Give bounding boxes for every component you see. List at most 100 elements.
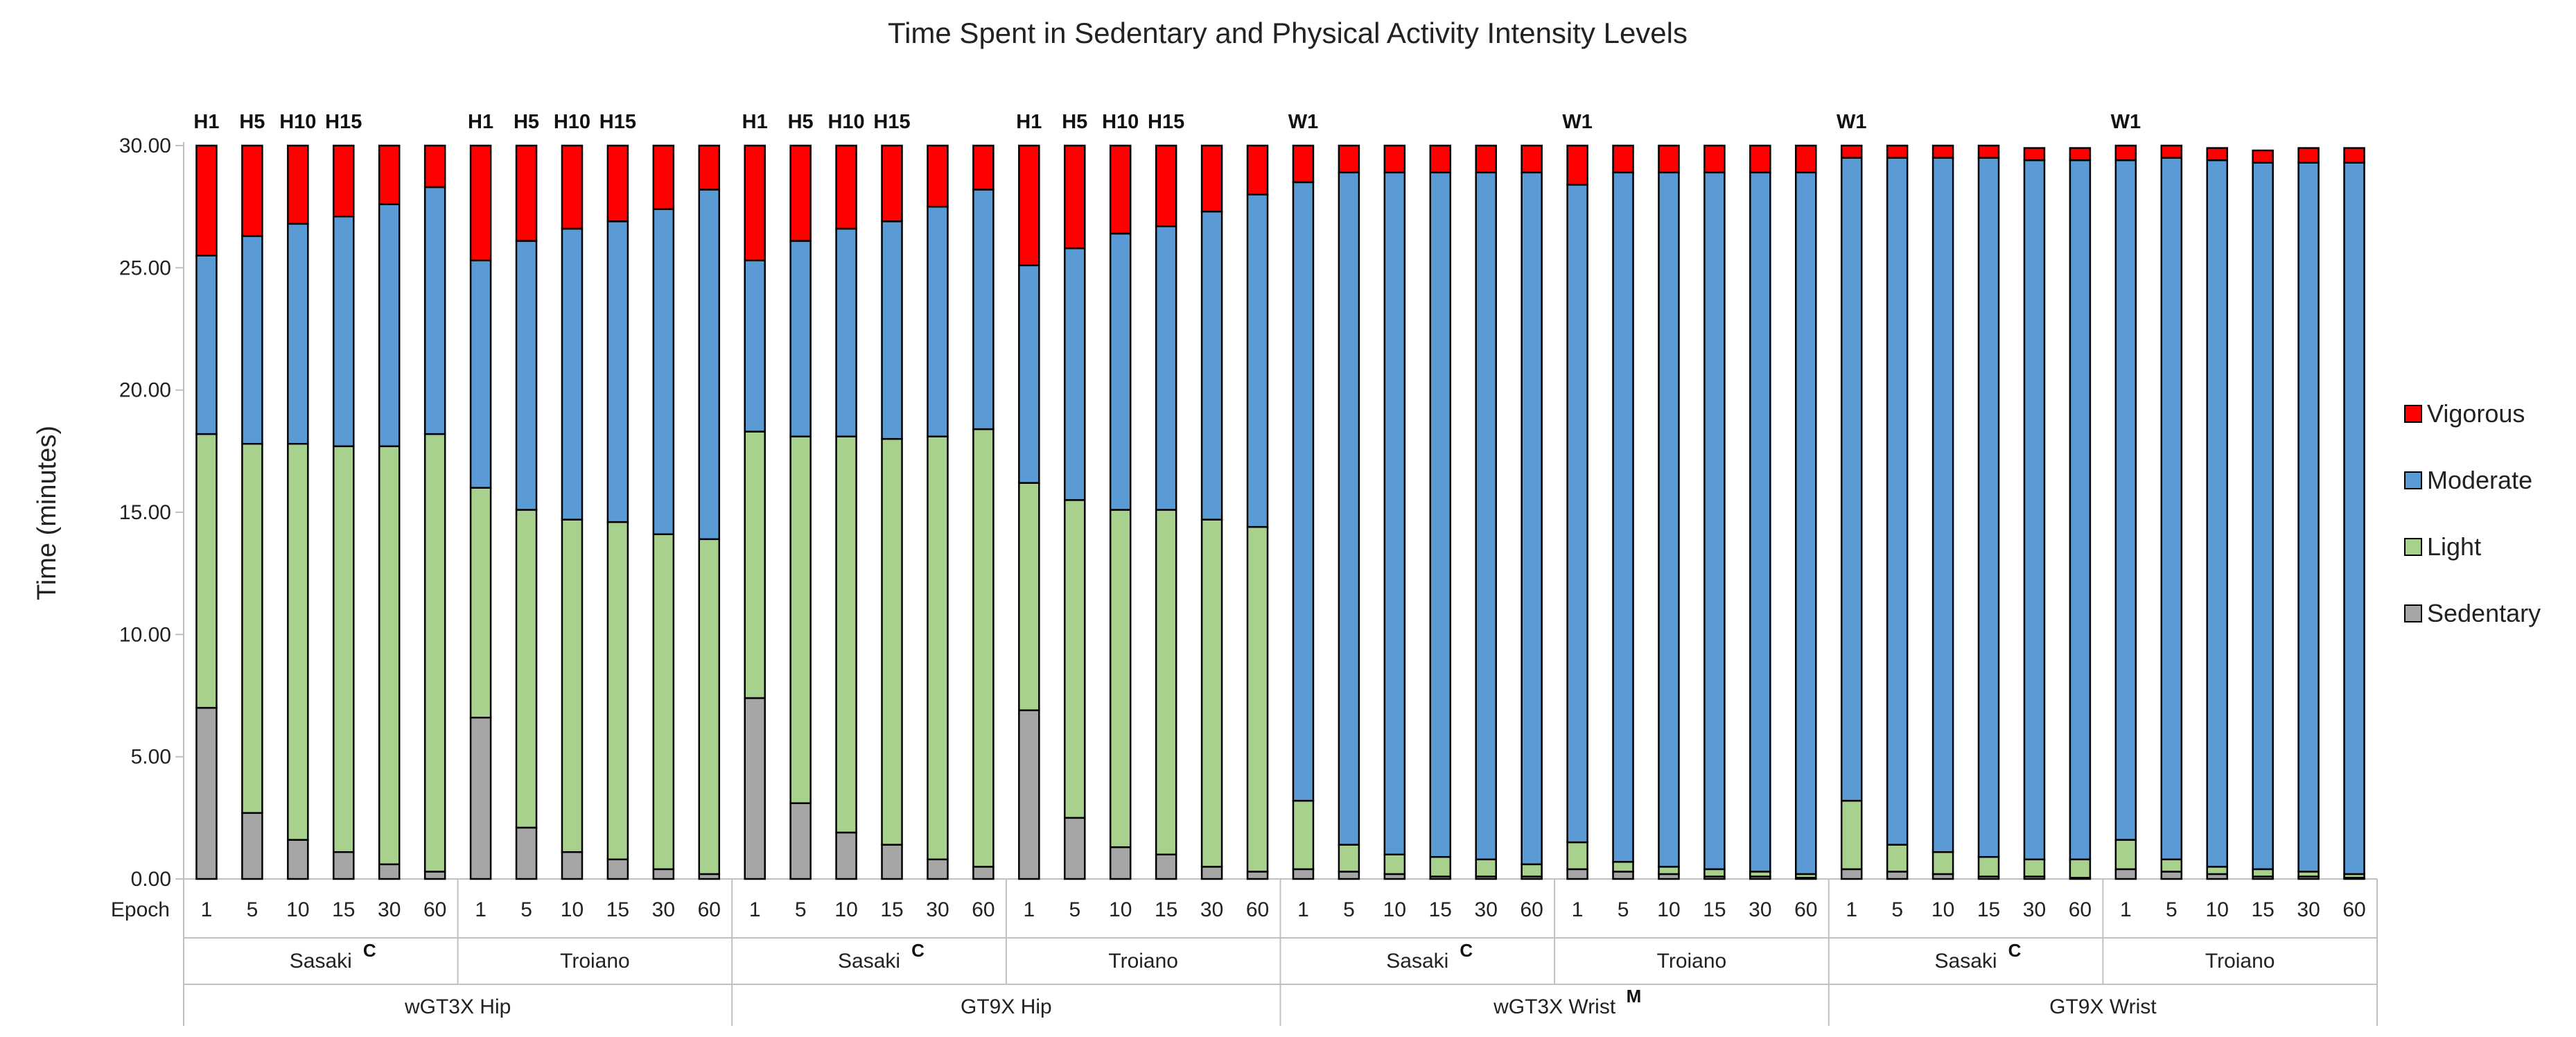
epoch-tick-label: 15 bbox=[332, 898, 355, 921]
epoch-tick-label: 30 bbox=[378, 898, 401, 921]
epoch-tick-label: 60 bbox=[972, 898, 995, 921]
bar-moderate-segment bbox=[287, 223, 309, 445]
bar-moderate-segment bbox=[1475, 171, 1497, 861]
bar-vigorous-segment bbox=[835, 144, 857, 230]
bar-moderate-segment bbox=[1658, 171, 1680, 868]
bar-moderate-segment bbox=[1886, 157, 1909, 846]
bar-top-label: H1 bbox=[742, 111, 768, 133]
bar-light-segment bbox=[606, 521, 629, 861]
bar-vigorous-segment bbox=[1795, 144, 1817, 174]
bar-moderate-segment bbox=[1064, 247, 1086, 501]
bar-vigorous-segment bbox=[423, 144, 446, 189]
bar-moderate-segment bbox=[1155, 225, 1177, 511]
bar-moderate-segment bbox=[972, 189, 995, 430]
bar-sedentary-segment bbox=[195, 706, 218, 880]
legend-swatch-moderate bbox=[2404, 471, 2422, 489]
bar-sedentary-segment bbox=[561, 851, 584, 880]
epoch-tick-label: 15 bbox=[606, 898, 629, 921]
y-tick-label: 25.00 bbox=[119, 256, 171, 279]
epoch-tick-label: 10 bbox=[834, 898, 857, 921]
bar-top-label: H1 bbox=[468, 111, 493, 133]
bar-light-segment bbox=[1521, 863, 1543, 878]
bar-moderate-segment bbox=[423, 186, 446, 435]
epoch-tick-label: 15 bbox=[880, 898, 903, 921]
epoch-tick-label: 1 bbox=[2120, 898, 2132, 921]
bar-vigorous-segment bbox=[2297, 147, 2320, 164]
epoch-tick-label: 1 bbox=[1024, 898, 1035, 921]
epoch-tick-label: 10 bbox=[1931, 898, 1954, 921]
bar-moderate-segment bbox=[1018, 264, 1040, 484]
bar-top-label: H10 bbox=[1102, 111, 1139, 133]
bar-light-segment bbox=[469, 487, 492, 719]
bar-vigorous-segment bbox=[1931, 144, 1954, 159]
bar-vigorous-segment bbox=[333, 144, 355, 218]
bar-moderate-segment bbox=[1931, 157, 1954, 853]
bar-light-segment bbox=[2206, 866, 2228, 875]
epoch-tick-label: 60 bbox=[2342, 898, 2365, 921]
bar-sedentary-segment bbox=[287, 839, 309, 880]
bars bbox=[195, 144, 2365, 880]
bar-moderate-segment bbox=[1749, 171, 1771, 873]
bar-vigorous-segment bbox=[927, 144, 949, 208]
bar-moderate-segment bbox=[927, 205, 949, 437]
epoch-tick-label: 10 bbox=[286, 898, 309, 921]
bar-vigorous-segment bbox=[1566, 144, 1588, 186]
bar-vigorous-segment bbox=[652, 144, 675, 210]
bar-light-segment bbox=[1018, 482, 1040, 711]
epoch-tick-label: 60 bbox=[698, 898, 721, 921]
bar-sedentary-segment bbox=[835, 831, 857, 880]
bar-sedentary-segment bbox=[1292, 868, 1315, 880]
bar-light-segment bbox=[333, 445, 355, 853]
epoch-tick-label: 60 bbox=[423, 898, 446, 921]
epoch-tick-label: 15 bbox=[1977, 898, 2000, 921]
epoch-tick-label: 5 bbox=[520, 898, 532, 921]
bar-light-segment bbox=[1658, 866, 1680, 875]
bar-light-segment bbox=[2023, 858, 2046, 878]
y-tick-label: 5.00 bbox=[131, 746, 171, 769]
bar-moderate-segment bbox=[1200, 210, 1223, 521]
bar-light-segment bbox=[2252, 868, 2274, 878]
bar-top-label: H10 bbox=[554, 111, 590, 133]
epoch-label: Epoch bbox=[111, 898, 170, 921]
y-tick-label: 0.00 bbox=[131, 868, 171, 891]
epoch-tick-label: 5 bbox=[247, 898, 259, 921]
bar-vigorous-segment bbox=[1977, 144, 2000, 159]
bar-light-segment bbox=[2114, 839, 2137, 871]
bar-sedentary-segment bbox=[333, 851, 355, 880]
legend-label-vigorous: Vigorous bbox=[2427, 399, 2525, 428]
bar-light-segment bbox=[1977, 856, 2000, 878]
bar-light-segment bbox=[652, 533, 675, 871]
epoch-tick-label: 5 bbox=[1069, 898, 1080, 921]
bar-moderate-segment bbox=[561, 227, 584, 521]
y-tick-label: 30.00 bbox=[119, 134, 171, 157]
legend-swatch-vigorous bbox=[2404, 405, 2422, 423]
bar-vigorous-segment bbox=[1840, 144, 1863, 159]
epoch-tick-label: 10 bbox=[1657, 898, 1680, 921]
bar-vigorous-segment bbox=[241, 144, 263, 237]
bar-moderate-segment bbox=[1703, 171, 1726, 871]
epoch-tick-label: 15 bbox=[1703, 898, 1726, 921]
bar-light-segment bbox=[287, 443, 309, 841]
cutpoint-group-label: Sasaki bbox=[1935, 950, 1997, 973]
bar-sedentary-segment bbox=[1200, 866, 1223, 880]
legend-label-light: Light bbox=[2427, 532, 2481, 561]
bar-moderate-segment bbox=[1795, 171, 1817, 875]
device-group-label: GT9X Wrist bbox=[2049, 995, 2157, 1018]
epoch-tick-label: 1 bbox=[1572, 898, 1584, 921]
y-tick-label: 20.00 bbox=[119, 379, 171, 402]
epoch-tick-label: 10 bbox=[1383, 898, 1406, 921]
bar-light-segment bbox=[423, 433, 446, 873]
bar-moderate-segment bbox=[195, 254, 218, 435]
bar-vigorous-segment bbox=[515, 144, 538, 242]
device-superscript: M bbox=[1627, 986, 1642, 1007]
bar-light-segment bbox=[1383, 853, 1406, 875]
bar-light-segment bbox=[195, 433, 218, 709]
epoch-tick-label: 1 bbox=[475, 898, 487, 921]
bar-moderate-segment bbox=[1429, 171, 1452, 858]
y-tick-label: 10.00 bbox=[119, 623, 171, 646]
bar-light-segment bbox=[2069, 858, 2092, 879]
bar-moderate-segment bbox=[1977, 157, 2000, 858]
bar-moderate-segment bbox=[2206, 159, 2228, 868]
bar-vigorous-segment bbox=[1200, 144, 1223, 213]
